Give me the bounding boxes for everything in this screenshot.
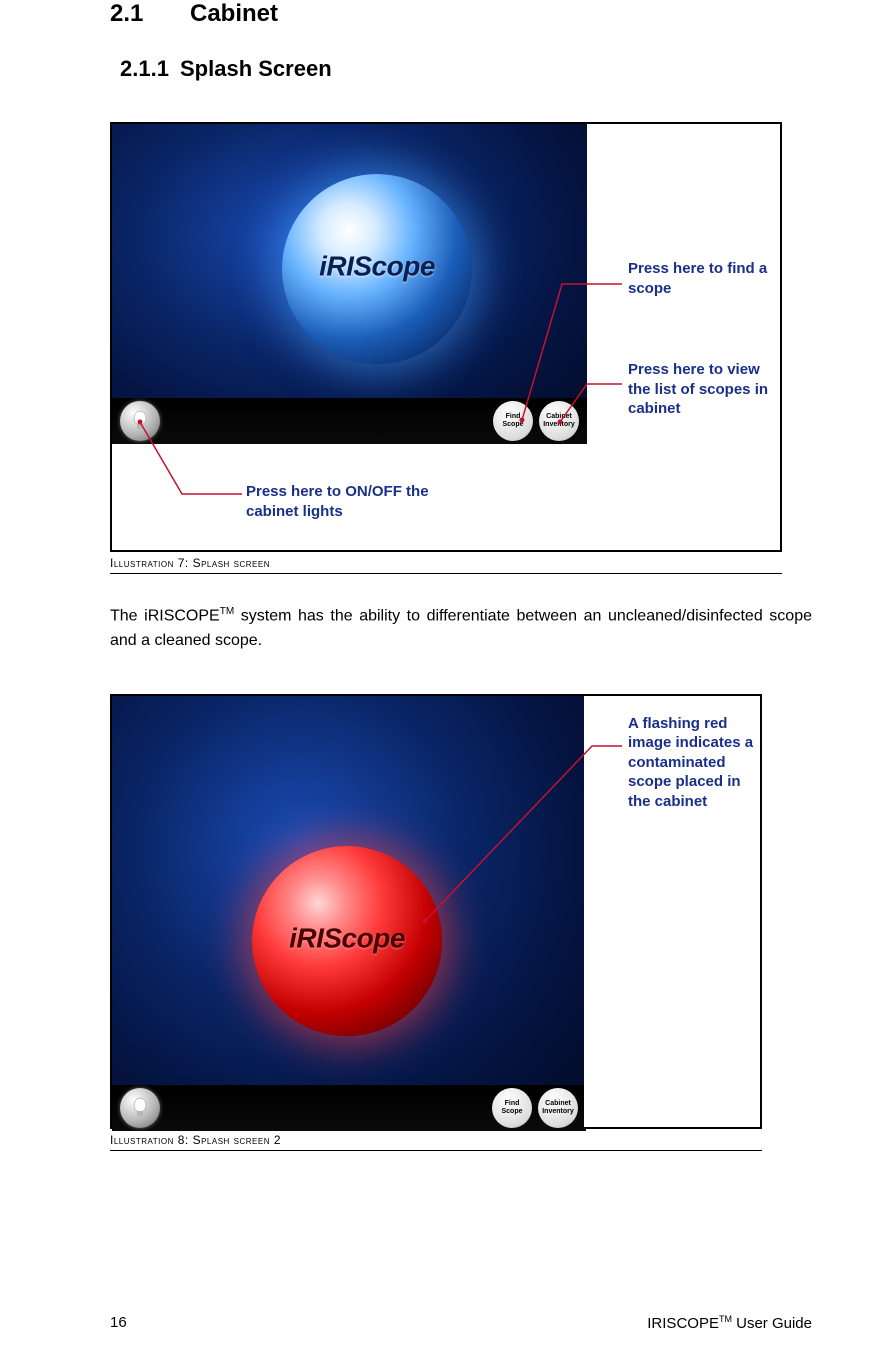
- page-footer: 16 IRISCOPETM User Guide: [110, 1314, 812, 1332]
- subsection-number: 2.1.1: [120, 56, 180, 82]
- body-text-pre: The iRISCOPE: [110, 607, 220, 624]
- footer-tm: TM: [719, 1314, 732, 1324]
- section-title: Cabinet: [190, 0, 278, 27]
- callout-find-scope: Press here to find a scope: [628, 259, 778, 298]
- callout-view-list: Press here to view the list of scopes in…: [628, 360, 783, 419]
- page-number: 16: [110, 1314, 127, 1332]
- illustration-8: iRIScope Find Scope: [110, 694, 762, 1129]
- footer-pre: IRISCOPE: [647, 1315, 719, 1332]
- section-number: 2.1: [110, 0, 190, 28]
- caption-prefix: Illustration: [110, 1133, 174, 1147]
- footer-guide-title: IRISCOPETM User Guide: [647, 1314, 812, 1332]
- footer-post: User Guide: [732, 1315, 812, 1332]
- section-heading: 2.1Cabinet: [110, 0, 812, 28]
- caption-suffix: 2: [274, 1133, 281, 1147]
- callout-flashing-red: A flashing red image indicates a contami…: [628, 714, 760, 812]
- caption-number: 7: [178, 556, 185, 570]
- illustration-7: iRIScope Find Scope: [110, 122, 782, 552]
- caption-title: Splash screen: [193, 1133, 270, 1147]
- caption-number: 8: [178, 1133, 185, 1147]
- illustration-7-caption: Illustration 7: Splash screen: [110, 552, 782, 574]
- callout-lights: Press here to ON/OFF the cabinet lights: [246, 482, 466, 521]
- trademark-symbol: TM: [220, 606, 234, 617]
- subsection-title: Splash Screen: [180, 56, 332, 81]
- body-paragraph-1: The iRISCOPETM system has the ability to…: [110, 604, 812, 654]
- subsection-heading: 2.1.1Splash Screen: [120, 56, 812, 82]
- caption-title: Splash screen: [193, 556, 270, 570]
- caption-prefix: Illustration: [110, 556, 174, 570]
- illustration-8-caption: Illustration 8: Splash screen 2: [110, 1129, 762, 1151]
